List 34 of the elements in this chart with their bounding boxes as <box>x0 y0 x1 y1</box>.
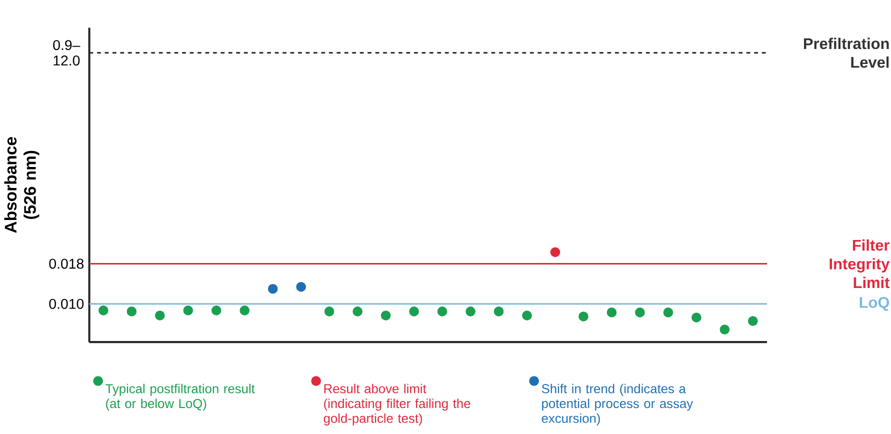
y-tick-label: 0.9–12.0 <box>53 40 80 66</box>
y-tick-label: 0.010 <box>49 298 84 309</box>
point <box>126 306 137 316</box>
point <box>98 306 108 316</box>
point <box>154 310 165 320</box>
point <box>240 306 250 316</box>
point <box>268 284 278 294</box>
point <box>352 306 362 316</box>
ref-line-label: Filter Integrity Limit <box>830 239 890 288</box>
point <box>606 308 617 318</box>
legend-label: Typical postfiltration result (at or below LoQ) <box>106 384 255 411</box>
point <box>748 316 758 326</box>
point <box>466 306 476 316</box>
point <box>211 306 222 316</box>
point <box>380 310 391 320</box>
point <box>578 312 588 322</box>
ref-line-label: LoQ <box>860 297 890 311</box>
point <box>437 306 448 316</box>
point <box>720 324 730 334</box>
legend-label: Shift in trend (indicates a potential process or assay excursion) <box>542 384 694 426</box>
legend-label: Result above limit (indicating filter failing the gold-particle test) <box>324 384 470 426</box>
point <box>550 247 560 258</box>
y-tick-label: 0.018 <box>49 258 84 269</box>
point <box>296 282 306 292</box>
point <box>183 306 194 316</box>
point <box>663 308 674 318</box>
point <box>494 306 504 316</box>
point <box>635 308 645 318</box>
point <box>692 312 702 322</box>
point <box>522 310 532 320</box>
point <box>409 306 419 316</box>
y-axis-title: Absorbance (526 nm) <box>4 137 40 233</box>
ref-line-label: Prefiltration Level <box>804 38 889 68</box>
point <box>324 306 334 316</box>
